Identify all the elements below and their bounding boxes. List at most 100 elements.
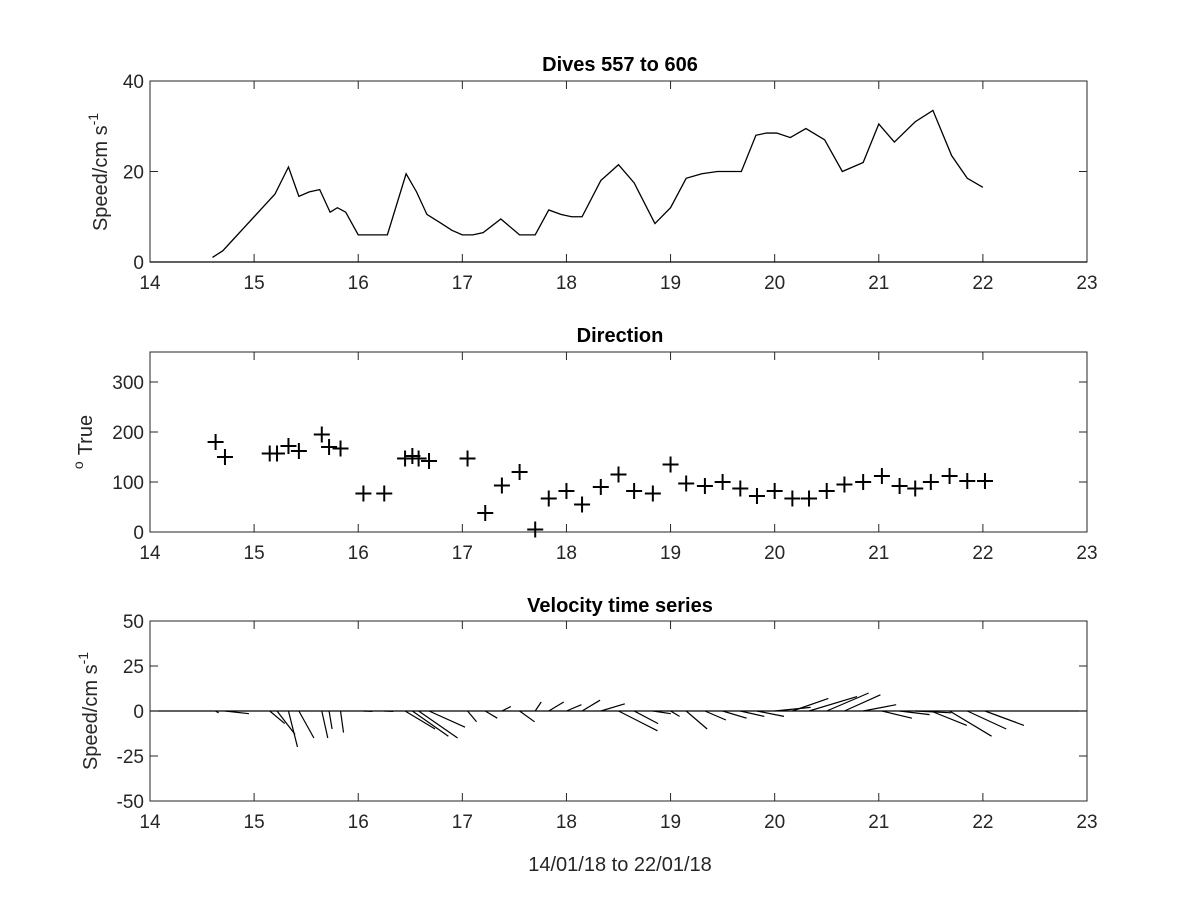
y-tick-label: 0 <box>133 253 144 274</box>
velocity-stick <box>224 710 250 715</box>
x-tick-label: 16 <box>348 543 369 564</box>
direction-marker <box>907 480 924 497</box>
velocity-stick <box>581 699 601 712</box>
x-tick-label: 14 <box>139 273 161 294</box>
direction-y-axis: 0 100 200 300 <box>112 373 1087 544</box>
direction-marker <box>216 449 233 465</box>
velocity-stick <box>412 710 449 737</box>
velocity-stick <box>844 694 881 712</box>
direction-marker <box>207 434 224 450</box>
x-tick-label: 21 <box>868 273 889 294</box>
velocity-sticks <box>215 692 1025 748</box>
velocity-stick <box>566 704 582 712</box>
velocity-stick <box>792 697 829 712</box>
x-tick-label: 23 <box>1076 273 1097 294</box>
x-tick-label: 23 <box>1076 543 1097 564</box>
velocity-stick <box>501 705 512 712</box>
direction-marker <box>714 474 731 490</box>
speed-x-axis: 14 15 16 17 18 19 20 21 22 23 <box>139 81 1098 294</box>
velocity-y-axis: -50 -25 0 25 50 <box>117 612 1087 813</box>
y-tick-label: 20 <box>123 163 144 184</box>
y-tick-label: 0 <box>133 702 144 723</box>
velocity-stick <box>519 710 535 723</box>
velocity-stick <box>774 706 811 712</box>
velocity-x-axis: 14 15 16 17 18 19 20 21 22 23 <box>139 621 1098 833</box>
direction-marker <box>459 450 476 467</box>
direction-x-axis: 14 15 16 17 18 19 20 21 22 23 <box>139 352 1098 564</box>
x-tick-label: 20 <box>764 273 785 294</box>
velocity-stick <box>328 710 333 730</box>
velocity-stick <box>269 710 286 725</box>
direction-marker <box>818 483 835 499</box>
x-tick-label: 14 <box>139 812 161 833</box>
direction-marker <box>421 453 438 469</box>
velocity-stick <box>534 701 542 712</box>
direction-marker <box>540 490 557 507</box>
direction-marker <box>269 445 286 462</box>
velocity-stick <box>808 696 858 712</box>
direction-marker <box>321 439 338 455</box>
direction-marker <box>290 443 307 459</box>
direction-marker <box>592 479 609 495</box>
direction-marker <box>855 474 872 490</box>
velocity-stick <box>215 710 219 714</box>
x-tick-label: 21 <box>868 812 889 833</box>
x-tick-label: 16 <box>348 273 369 294</box>
velocity-stick <box>298 710 315 739</box>
direction-marker <box>801 490 818 507</box>
speed-y-axis: 0 20 40 <box>123 72 1087 274</box>
direction-marker <box>959 473 976 489</box>
direction-marker <box>477 505 494 521</box>
velocity-stick <box>618 710 658 732</box>
direction-marker <box>766 483 783 499</box>
direction-markers <box>207 426 993 538</box>
velocity-stick <box>633 710 659 725</box>
velocity-stick <box>287 710 299 748</box>
velocity-stick <box>930 710 968 726</box>
panel-direction: Direction 14 15 16 17 18 19 20 21 22 23 0 100 200 30… <box>70 325 1098 564</box>
y-tick-label: 100 <box>112 473 144 494</box>
velocity-stick <box>949 710 992 737</box>
x-tick-label: 15 <box>244 543 265 564</box>
direction-marker <box>527 521 544 538</box>
speed-y-axis-title: Speed/cm s-1 <box>85 113 112 231</box>
x-tick-label: 15 <box>244 812 265 833</box>
y-tick-label: -25 <box>117 747 144 768</box>
direction-marker <box>493 477 510 494</box>
velocity-stick <box>652 710 671 715</box>
x-tick-label: 18 <box>556 273 577 294</box>
direction-marker <box>662 456 679 473</box>
y-tick-label: 0 <box>133 523 144 544</box>
velocity-stick <box>863 704 897 712</box>
direction-marker <box>732 480 749 497</box>
direction-marker <box>558 483 575 499</box>
direction-marker <box>976 473 993 489</box>
velocity-stick <box>321 710 329 739</box>
x-tick-label: 23 <box>1076 812 1097 833</box>
velocity-stick <box>600 703 625 712</box>
x-tick-label: 20 <box>764 812 785 833</box>
direction-axes-box <box>149 351 1088 533</box>
direction-marker <box>410 450 427 467</box>
x-tick-label: 16 <box>348 812 369 833</box>
direction-marker <box>748 488 765 504</box>
velocity-stick <box>899 710 930 716</box>
velocity-stick <box>967 710 1007 730</box>
x-tick-label: 19 <box>660 273 681 294</box>
speed-plot-area: 14 15 16 17 18 19 20 21 22 23 0 20 40 <box>123 72 1098 294</box>
velocity-stick <box>722 710 747 719</box>
y-tick-label: 200 <box>112 423 144 444</box>
direction-panel-title: Direction <box>577 325 664 347</box>
x-tick-label: 19 <box>660 543 681 564</box>
x-tick-label: 22 <box>972 812 993 833</box>
x-tick-label: 17 <box>452 273 473 294</box>
direction-marker <box>610 466 627 483</box>
direction-marker <box>891 478 908 494</box>
y-tick-label: 25 <box>123 657 144 678</box>
direction-marker <box>784 490 801 507</box>
x-tick-label: 17 <box>452 543 473 564</box>
direction-marker <box>836 476 853 493</box>
direction-marker <box>941 468 958 484</box>
direction-marker <box>644 485 661 502</box>
direction-marker <box>355 485 372 502</box>
